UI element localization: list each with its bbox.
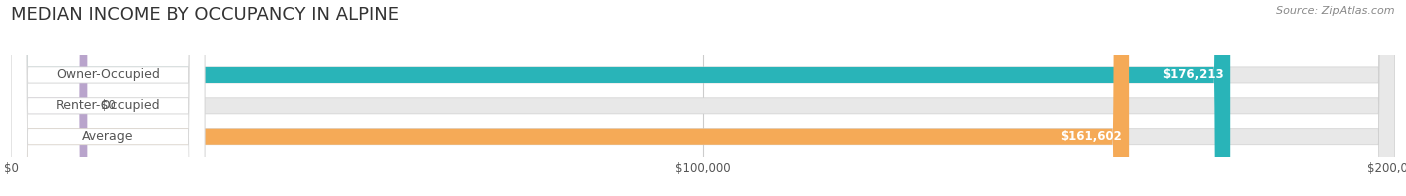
FancyBboxPatch shape bbox=[11, 0, 1395, 196]
Text: $0: $0 bbox=[101, 99, 117, 112]
Text: Owner-Occupied: Owner-Occupied bbox=[56, 68, 160, 82]
FancyBboxPatch shape bbox=[11, 0, 205, 196]
FancyBboxPatch shape bbox=[11, 0, 1230, 196]
Text: MEDIAN INCOME BY OCCUPANCY IN ALPINE: MEDIAN INCOME BY OCCUPANCY IN ALPINE bbox=[11, 6, 399, 24]
FancyBboxPatch shape bbox=[11, 0, 1129, 196]
FancyBboxPatch shape bbox=[11, 0, 205, 196]
Text: $161,602: $161,602 bbox=[1060, 130, 1122, 143]
Text: Renter-Occupied: Renter-Occupied bbox=[56, 99, 160, 112]
Text: $176,213: $176,213 bbox=[1161, 68, 1223, 82]
FancyBboxPatch shape bbox=[11, 0, 1395, 196]
Text: Average: Average bbox=[83, 130, 134, 143]
FancyBboxPatch shape bbox=[11, 0, 205, 196]
Text: Source: ZipAtlas.com: Source: ZipAtlas.com bbox=[1277, 6, 1395, 16]
FancyBboxPatch shape bbox=[11, 0, 87, 196]
FancyBboxPatch shape bbox=[11, 0, 1395, 196]
